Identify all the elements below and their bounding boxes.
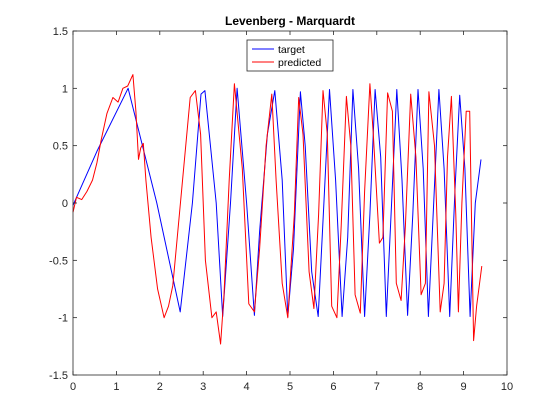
chart-title: Levenberg - Marquardt — [225, 14, 355, 28]
y-tick-label: 0 — [62, 198, 68, 210]
legend-box — [246, 39, 334, 72]
x-tick-label: 2 — [157, 381, 163, 393]
x-tick-label: 10 — [501, 381, 513, 393]
legend-label-predicted: predicted — [278, 57, 321, 69]
plot-area — [73, 31, 507, 375]
legend-label-target: target — [278, 44, 305, 56]
y-tick-label: -0.5 — [49, 255, 68, 267]
x-tick-label: 5 — [287, 381, 293, 393]
x-tick-label: 9 — [461, 381, 467, 393]
y-tick-label: 1.5 — [53, 26, 68, 38]
y-tick-label: -1 — [58, 313, 68, 325]
x-tick-label: 0 — [70, 381, 76, 393]
y-tick-label: 0.5 — [53, 141, 68, 153]
y-tick-label: -1.5 — [49, 370, 68, 382]
x-tick-label: 1 — [113, 381, 119, 393]
x-tick-label: 7 — [374, 381, 380, 393]
x-tick-label: 4 — [244, 381, 250, 393]
ticks-layer: 0 1 2 3 4 5 6 7 8 9 10 -1.5 -1 -0.5 0 0.5 1 1.5 — [49, 26, 513, 393]
x-tick-label: 3 — [200, 381, 206, 393]
series-line-predicted — [72, 74, 483, 345]
x-tick-label: 8 — [417, 381, 423, 393]
series-layer — [72, 74, 483, 345]
y-tick-label: 1 — [62, 83, 68, 95]
series-line-target — [72, 87, 482, 317]
x-tick-label: 6 — [330, 381, 336, 393]
